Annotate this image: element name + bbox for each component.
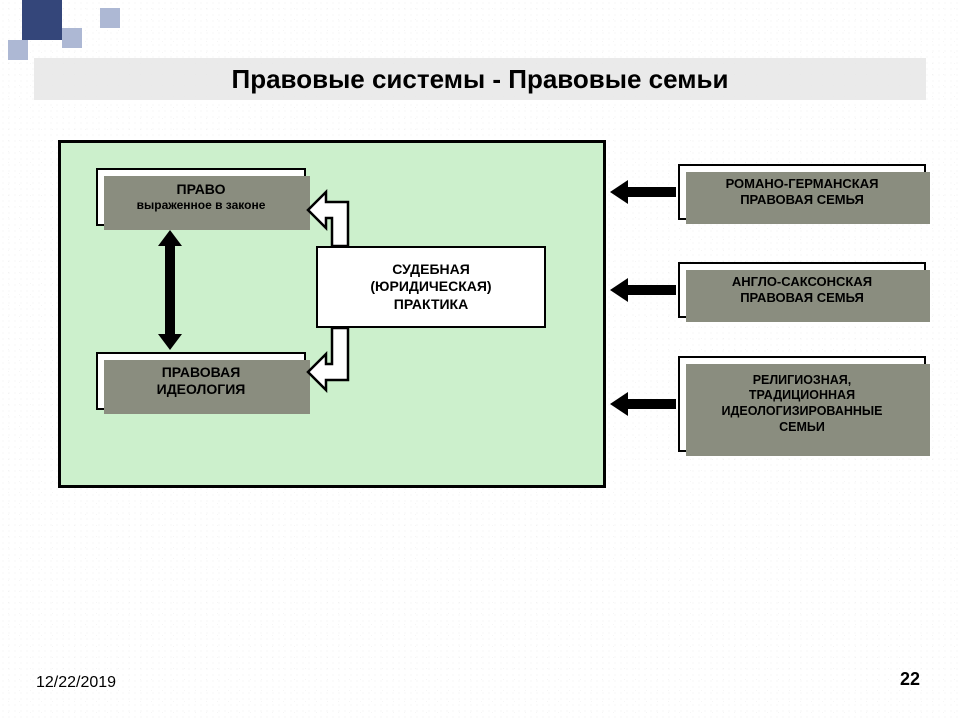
footer-page-number: 22 [900, 669, 920, 690]
node-romano: РОМАНО-ГЕРМАНСКАЯ ПРАВОВАЯ СЕМЬЯ [678, 164, 926, 220]
arrow-anglo-to-panel [610, 278, 676, 302]
node-practice-line3: ПРАКТИКА [394, 296, 468, 314]
node-practice: СУДЕБНАЯ (ЮРИДИЧЕСКАЯ) ПРАКТИКА [316, 246, 546, 328]
node-anglo-line2: ПРАВОВАЯ СЕМЬЯ [740, 290, 864, 306]
decor-square-small-2 [8, 40, 28, 60]
node-ideology: ПРАВОВАЯ ИДЕОЛОГИЯ [96, 352, 306, 410]
footer-date: 12/22/2019 [36, 674, 116, 692]
decor-square-small-3 [100, 8, 120, 28]
node-practice-line2: (ЮРИДИЧЕСКАЯ) [370, 278, 491, 296]
node-religious-line2: ТРАДИЦИОННАЯ [749, 388, 855, 404]
node-pravo-line1: ПРАВО [177, 181, 226, 199]
node-practice-line1: СУДЕБНАЯ [392, 261, 470, 279]
node-religious-line3: ИДЕОЛОГИЗИРОВАННЫЕ [722, 404, 883, 420]
node-ideology-line1: ПРАВОВАЯ [162, 364, 241, 382]
node-ideology-line2: ИДЕОЛОГИЯ [157, 381, 246, 399]
node-pravo: ПРАВО выраженное в законе [96, 168, 306, 226]
node-religious-line4: СЕМЬИ [779, 420, 825, 436]
node-romano-line1: РОМАНО-ГЕРМАНСКАЯ [726, 176, 879, 192]
node-religious-line1: РЕЛИГИОЗНАЯ, [753, 373, 852, 389]
node-romano-line2: ПРАВОВАЯ СЕМЬЯ [740, 192, 864, 208]
node-anglo-line1: АНГЛО-САКСОНСКАЯ [732, 274, 872, 290]
arrow-romano-to-panel [610, 180, 676, 204]
arrow-relig-to-panel [610, 392, 676, 416]
slide-page: Правовые системы - Правовые семьи ПРАВО … [0, 0, 960, 720]
node-anglo: АНГЛО-САКСОНСКАЯ ПРАВОВАЯ СЕМЬЯ [678, 262, 926, 318]
node-pravo-line2: выраженное в законе [137, 198, 266, 213]
decor-square-small-1 [62, 28, 82, 48]
node-religious: РЕЛИГИОЗНАЯ, ТРАДИЦИОННАЯ ИДЕОЛОГИЗИРОВА… [678, 356, 926, 452]
slide-title: Правовые системы - Правовые семьи [34, 58, 926, 100]
decor-square-large [22, 0, 62, 40]
